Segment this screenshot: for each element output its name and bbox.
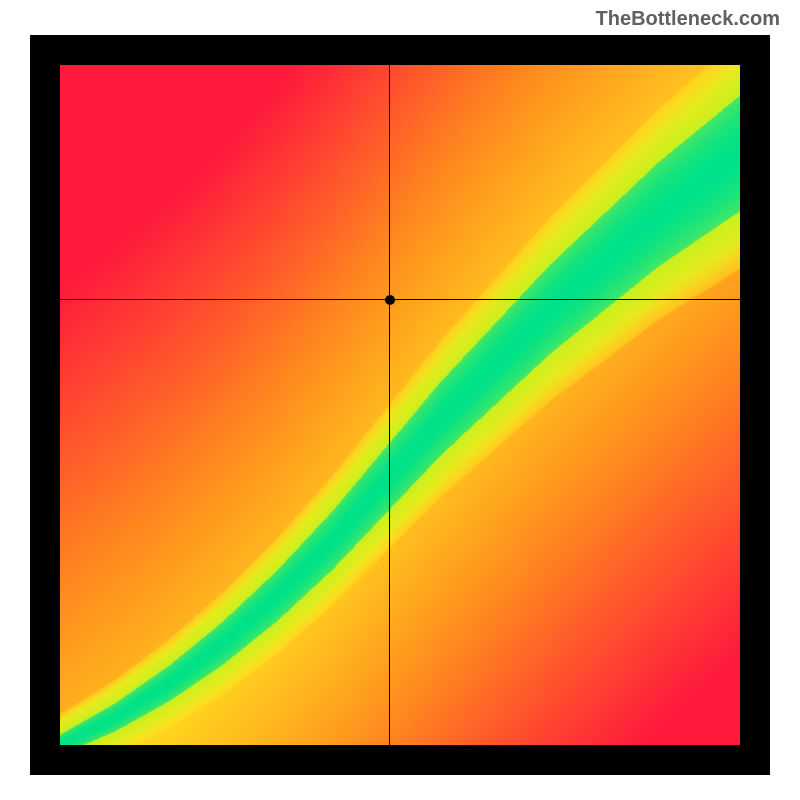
chart-container: TheBottleneck.com <box>0 0 800 800</box>
watermark-text: TheBottleneck.com <box>596 8 780 31</box>
heatmap-wrap <box>60 65 740 745</box>
crosshair-horizontal <box>60 299 740 300</box>
crosshair-marker <box>385 295 395 305</box>
heatmap-canvas <box>60 65 740 745</box>
crosshair-vertical <box>389 65 390 745</box>
